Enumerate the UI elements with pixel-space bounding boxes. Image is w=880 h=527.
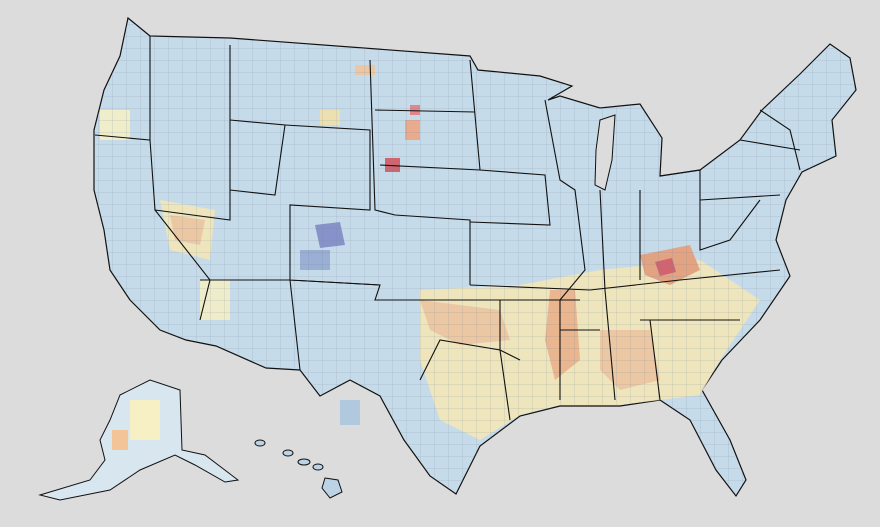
state-borders <box>94 36 801 421</box>
lake-michigan <box>594 114 616 191</box>
alaska-patch <box>112 430 128 450</box>
alaska-patch <box>130 400 160 440</box>
hawaii <box>254 439 343 499</box>
